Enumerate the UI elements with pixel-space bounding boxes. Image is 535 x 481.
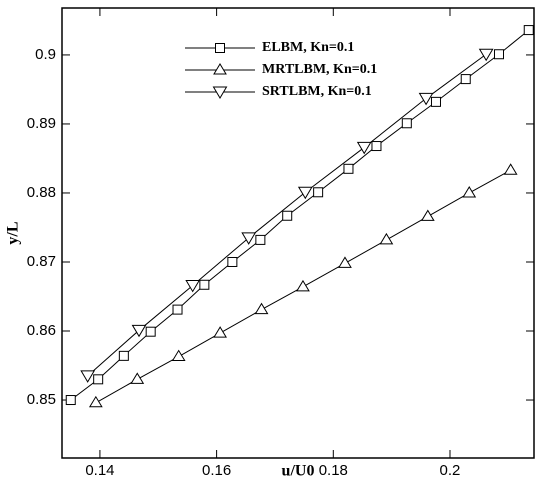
marker <box>213 326 227 338</box>
marker <box>418 92 434 106</box>
legend-label: MRTLBM, Kn=0.1 <box>262 62 377 77</box>
marker <box>185 279 201 293</box>
marker <box>379 232 394 245</box>
marker <box>296 279 310 292</box>
y-tick-label: 0.9 <box>35 46 56 63</box>
legend-marker <box>215 43 225 53</box>
marker <box>131 324 147 338</box>
y-tick-label: 0.85 <box>27 391 56 408</box>
marker <box>199 279 210 290</box>
marker <box>430 96 441 107</box>
marker <box>171 349 186 362</box>
legend-marker <box>212 86 228 99</box>
marker <box>241 232 257 245</box>
marker <box>118 350 129 361</box>
marker <box>493 49 504 60</box>
y-tick-label: 0.89 <box>27 115 56 132</box>
y-tick-label: 0.86 <box>27 322 56 339</box>
marker <box>503 163 518 175</box>
y-axis-label: y/L <box>5 221 22 244</box>
marker <box>338 256 352 268</box>
marker <box>282 210 293 221</box>
marker <box>478 48 494 62</box>
marker <box>255 234 266 245</box>
legend-label: ELBM, Kn=0.1 <box>262 40 354 55</box>
series-line <box>87 53 487 377</box>
marker <box>401 118 412 129</box>
plot-frame <box>61 7 535 459</box>
x-tick-label: 0.16 <box>202 462 231 479</box>
marker <box>65 395 76 406</box>
marker <box>145 326 156 337</box>
x-tick-label: 0.14 <box>85 462 114 479</box>
marker <box>172 304 183 315</box>
marker <box>420 209 435 221</box>
marker <box>523 25 534 36</box>
x-tick-label: 0.2 <box>440 462 461 479</box>
marker <box>460 74 471 85</box>
marker <box>130 372 145 384</box>
marker <box>313 187 324 198</box>
marker <box>227 256 238 267</box>
marker <box>462 185 477 198</box>
marker <box>343 163 354 174</box>
marker <box>297 186 313 200</box>
marker <box>93 374 104 385</box>
legend-marker <box>213 63 227 75</box>
marker <box>88 395 103 408</box>
marker <box>356 141 372 155</box>
marker <box>371 141 382 152</box>
x-tick-label: 0.18 <box>319 462 348 479</box>
marker <box>254 302 269 315</box>
x-axis-label: u/U0 <box>282 463 315 480</box>
marker <box>80 370 96 383</box>
y-tick-label: 0.88 <box>27 184 56 201</box>
legend-label: SRTLBM, Kn=0.1 <box>262 84 372 99</box>
y-tick-label: 0.87 <box>27 253 56 270</box>
